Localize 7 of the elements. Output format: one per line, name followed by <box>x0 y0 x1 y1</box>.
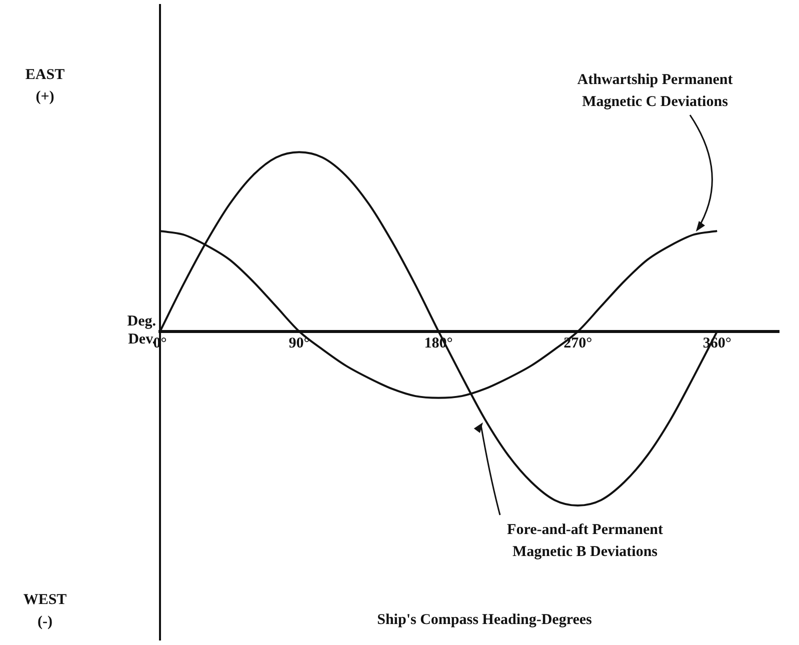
text: Athwartship Permanent Magnetic C Deviations <box>577 72 733 110</box>
text: EAST (+) <box>25 66 65 105</box>
text: Ship's Compass Heading-Degrees <box>377 612 592 628</box>
text: Fore-and-aft Permanent Magnetic B Deviations <box>507 522 663 560</box>
x-tick-label: 270° <box>564 335 592 352</box>
text: WEST (-) <box>23 592 67 630</box>
x-tick-label: 90° <box>288 335 310 352</box>
